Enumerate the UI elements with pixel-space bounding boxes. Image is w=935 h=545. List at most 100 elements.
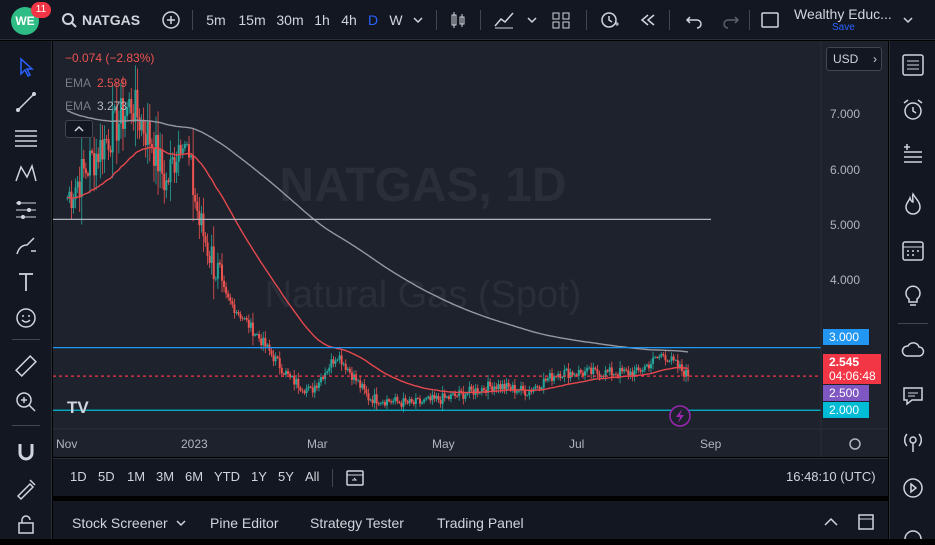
lock-drawings-icon[interactable] [13, 475, 39, 501]
candle-body [408, 399, 411, 404]
candle-body [82, 158, 85, 169]
candle-body [551, 373, 553, 381]
symbol-search[interactable]: NATGAS [82, 12, 141, 28]
candle-body [146, 121, 149, 146]
prediction-icon[interactable] [13, 197, 39, 223]
layout-grid-icon[interactable] [550, 8, 572, 32]
save-button[interactable]: Save [832, 22, 855, 33]
candle-body [520, 385, 523, 391]
interval-1h[interactable]: 1h [314, 12, 330, 28]
candles-icon[interactable] [447, 8, 469, 32]
price-chart[interactable]: NATGAS, 1D Natural Gas (Spot) TV [53, 41, 888, 457]
candle-body [66, 197, 69, 199]
replay-icon[interactable] [637, 8, 659, 32]
chevron-down-icon[interactable] [410, 8, 426, 32]
range-5d[interactable]: 5D [98, 469, 115, 484]
candle-body [594, 367, 597, 370]
help-icon[interactable] [900, 519, 926, 545]
tab-trading-panel[interactable]: Trading Panel [437, 515, 524, 531]
tab-strategy-tester[interactable]: Strategy Tester [310, 515, 404, 531]
interval-4h[interactable]: 4h [341, 12, 357, 28]
lightning-icon[interactable] [669, 405, 691, 427]
bar-countdown: 04:06:48 [829, 369, 876, 383]
price-axis-settings-icon[interactable] [849, 438, 861, 450]
chat-icon[interactable] [900, 383, 926, 409]
layout-name[interactable]: Wealthy Educ... [794, 6, 892, 22]
cloud-alert-icon[interactable] [900, 337, 926, 363]
tab-stock-screener[interactable]: Stock Screener [72, 515, 168, 531]
candle-body [454, 393, 457, 396]
candle-body [289, 373, 292, 378]
lock-icon[interactable] [13, 511, 39, 537]
range-ytd[interactable]: YTD [214, 469, 240, 484]
alert-icon[interactable] [597, 8, 621, 32]
ideas-lightbulb-icon[interactable] [900, 283, 926, 309]
interval-w[interactable]: W [389, 12, 403, 28]
pattern-icon[interactable] [13, 161, 39, 187]
chevron-up-icon[interactable] [821, 511, 841, 533]
interval-15m[interactable]: 15m [238, 12, 266, 28]
undo-icon[interactable] [683, 8, 705, 32]
redo-icon[interactable] [720, 8, 742, 32]
candle-body [74, 187, 77, 200]
chevron-down-icon[interactable] [175, 513, 187, 533]
chevron-down-icon[interactable] [900, 8, 916, 32]
brush-icon[interactable] [13, 233, 39, 259]
range-all[interactable]: All [305, 469, 320, 484]
currency-select[interactable]: USD › [826, 47, 882, 71]
calendar-icon[interactable] [900, 237, 926, 263]
level-label-2[interactable]: 2.000 [823, 402, 869, 418]
last-price-label[interactable]: 2.545 04:06:48 [823, 354, 881, 384]
search-icon[interactable] [60, 8, 78, 32]
candle-body [602, 375, 605, 377]
candle-body [105, 138, 108, 140]
broadcast-icon[interactable] [900, 429, 926, 455]
play-circle-icon[interactable] [900, 475, 926, 501]
alarm-clock-icon[interactable] [900, 97, 926, 123]
range-1m[interactable]: 1M [127, 469, 146, 484]
level-label-3[interactable]: 3.000 [823, 329, 869, 345]
hotlist-fire-icon[interactable] [900, 191, 926, 217]
text-icon[interactable] [13, 269, 39, 295]
candle-body [363, 384, 366, 390]
ruler-icon[interactable] [13, 353, 39, 379]
emoji-icon[interactable] [13, 305, 39, 331]
chevron-down-icon[interactable] [524, 8, 540, 32]
level-label-25[interactable]: 2.500 [823, 385, 869, 401]
interval-d[interactable]: D [367, 12, 379, 28]
range-1d[interactable]: 1D [70, 469, 87, 484]
maximize-panel-icon[interactable] [855, 511, 877, 533]
cursor-icon[interactable] [13, 54, 39, 80]
interval-30m[interactable]: 30m [276, 12, 304, 28]
fullscreen-box-icon[interactable] [759, 8, 781, 32]
candle-body [619, 367, 622, 377]
zoom-in-icon[interactable] [13, 389, 39, 415]
range-3m[interactable]: 3M [156, 469, 175, 484]
tab-pine-editor[interactable]: Pine Editor [210, 515, 279, 531]
object-tree-icon[interactable] [900, 143, 926, 169]
candle-body [612, 374, 615, 376]
range-6m[interactable]: 6M [185, 469, 204, 484]
candle-body [320, 377, 322, 383]
candle-body [501, 384, 504, 390]
chart-pane[interactable]: NATGAS, 1D Natural Gas (Spot) TV −0.074 … [53, 41, 888, 457]
range-5y[interactable]: 5Y [278, 469, 294, 484]
candle-body [208, 255, 211, 263]
trend-line-icon[interactable] [13, 89, 39, 115]
watchlist-icon[interactable] [900, 52, 926, 78]
candle-body [390, 401, 393, 403]
collapse-legend-button[interactable] [65, 120, 93, 138]
range-1y[interactable]: 1Y [251, 469, 267, 484]
compare-add-icon[interactable] [160, 8, 182, 32]
horizontal-levels [53, 218, 821, 411]
interval-5m[interactable]: 5m [206, 12, 226, 28]
utc-clock[interactable]: 16:48:10 (UTC) [786, 469, 876, 484]
candle-body [458, 390, 461, 397]
magnet-icon[interactable] [13, 439, 39, 465]
indicators-icon[interactable] [491, 8, 517, 32]
candle-body [322, 377, 325, 380]
fib-lines-icon[interactable] [13, 125, 39, 151]
goto-date-icon[interactable] [344, 467, 366, 489]
candle-body [126, 107, 129, 116]
candle-body [445, 396, 448, 398]
